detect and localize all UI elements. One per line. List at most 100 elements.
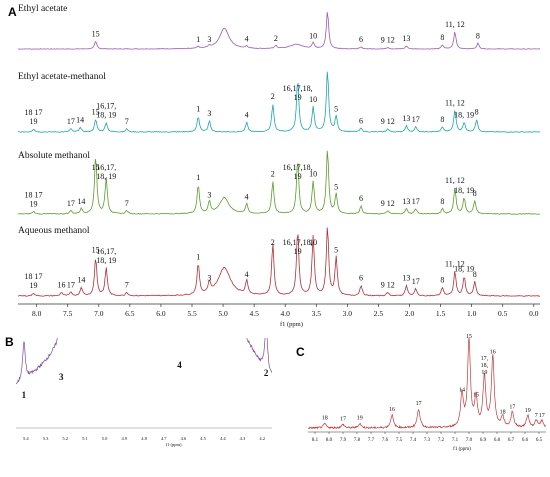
peak-label: 17 <box>412 197 420 206</box>
peak-label: 16,17, 18, 19 <box>96 247 116 265</box>
peak-label: 2 <box>271 238 275 247</box>
peak-label: 15 <box>92 246 100 255</box>
x-tick-label: 7.5 <box>63 309 73 318</box>
spectrum-title: Aqueous methanol <box>18 226 90 236</box>
peak-label: 1 <box>196 35 200 44</box>
peak-label: 10 <box>309 170 317 179</box>
x-tick-label: 7.4 <box>410 438 417 443</box>
peak-label: 3 <box>207 190 211 199</box>
spectrum-line <box>17 12 541 50</box>
peak-label: 10 <box>309 31 317 40</box>
peak-label: 17 <box>416 401 422 407</box>
spectrum-c <box>307 337 547 430</box>
peak-label: 18 17 19 <box>25 108 43 126</box>
peak-label: 16,17,18, 19 <box>283 163 313 181</box>
peak-label: 4 <box>245 35 249 44</box>
spectrum-line <box>17 150 541 215</box>
peak-label: 4 <box>245 111 249 120</box>
x-tick-label: 5.1 <box>82 436 88 441</box>
peak-label: 17 <box>509 405 515 411</box>
peak-label: 8 <box>473 270 477 279</box>
peak-label: 11, 12 <box>445 20 465 29</box>
peak-label: 7 <box>125 117 129 126</box>
peak-label: 3 <box>207 109 211 118</box>
x-tick-label: 6.5 <box>536 438 543 443</box>
peak-label: 18, 19 <box>454 264 474 273</box>
x-tick-label: 5.3 <box>43 436 49 441</box>
x-tick-label: 4.9 <box>121 436 127 441</box>
peak-label: 14 <box>77 276 85 285</box>
x-tick-label: 6.7 <box>508 438 515 443</box>
peak-label: 8 <box>440 115 444 124</box>
peak-label: 16,17,18, 19 <box>283 84 313 102</box>
x-tick-label: 7.2 <box>438 438 445 443</box>
peak-label: 4 <box>177 360 182 370</box>
peak-label: 17 <box>412 115 420 124</box>
peak-label: 14 <box>459 387 465 393</box>
spectrum-line <box>18 71 541 133</box>
x-tick-label: 4.8 <box>141 436 147 441</box>
peak-label: 9 12 <box>381 117 395 126</box>
peak-label: 3 <box>207 35 211 44</box>
x-tick-label: 7.1 <box>452 438 459 443</box>
x-tick-label: 6.0 <box>156 309 166 318</box>
x-tick-label: 1.5 <box>436 309 446 318</box>
peak-label: 16,17, 18, 19 <box>96 102 116 120</box>
x-tick-label: 4.0 <box>281 309 291 318</box>
x-tick-label: 6.9 <box>480 438 487 443</box>
peak-label: 1 <box>196 253 200 262</box>
x-tick-label: 6.8 <box>494 438 501 443</box>
peak-label: 9 12 <box>381 281 395 290</box>
x-tick-label: 8.0 <box>32 309 42 318</box>
x-tick-label: 8.1 <box>312 438 319 443</box>
peak-label: 8 <box>440 276 444 285</box>
peak-label: 18, 19 <box>454 111 474 120</box>
spectrum-title: Ethyl acetate <box>18 4 67 14</box>
peak-label: 8 <box>440 197 444 206</box>
peak-label: 9 12 <box>381 199 395 208</box>
x-tick-label: 7.6 <box>382 438 389 443</box>
x-tick-label: 5.4 <box>23 436 29 441</box>
x-tick-label: 7.5 <box>396 438 403 443</box>
spectrum-line <box>17 227 541 297</box>
panel-letter-b: B <box>5 335 14 349</box>
x-tick-label: 6.5 <box>125 309 135 318</box>
x-axis-label: f1 (ppm) <box>280 321 303 328</box>
peak-label: 5 <box>334 105 338 114</box>
peak-label: 8 <box>440 33 444 42</box>
panel-letter-a: A <box>8 5 17 19</box>
peak-label: 17 <box>67 117 75 126</box>
peak-label: 6 <box>359 116 363 125</box>
peak-label: 15 <box>473 392 479 398</box>
x-tick-label: 3.5 <box>312 309 322 318</box>
x-tick-label: 4.7 <box>161 436 167 441</box>
peak-label: 11, 12 <box>445 260 465 269</box>
x-tick-label: 7.3 <box>424 438 431 443</box>
peak-label: 14 <box>76 116 84 125</box>
peak-label: 13 <box>402 114 410 123</box>
peak-label: 16,17,18, 19 <box>283 238 313 256</box>
peak-label: 1 <box>22 390 27 400</box>
peak-label: 14 <box>77 197 85 206</box>
peak-label: 10 <box>309 95 317 104</box>
x-tick-label: 8.0 <box>326 438 333 443</box>
peak-label: 4 <box>245 270 249 279</box>
peak-label: 15 <box>92 29 100 38</box>
x-axis-label: f1 (ppm) <box>166 442 182 447</box>
peak-label: 17, 18, 19 <box>481 356 489 376</box>
peak-label: 17 <box>539 413 545 419</box>
peak-label: 19 <box>357 416 363 422</box>
peak-label: 16,17, 18, 19 <box>96 163 116 181</box>
spectrum-b <box>16 338 272 385</box>
peak-label: 1 <box>196 105 200 114</box>
peak-label: 7 <box>125 281 129 290</box>
peak-label: 11, 12 <box>445 98 465 107</box>
peak-label: 16 <box>389 407 395 413</box>
peak-label: 6 <box>359 35 363 44</box>
peak-label: 18 17 19 <box>25 272 43 290</box>
x-tick-label: 7.9 <box>340 438 347 443</box>
x-tick-label: 6.6 <box>522 438 529 443</box>
